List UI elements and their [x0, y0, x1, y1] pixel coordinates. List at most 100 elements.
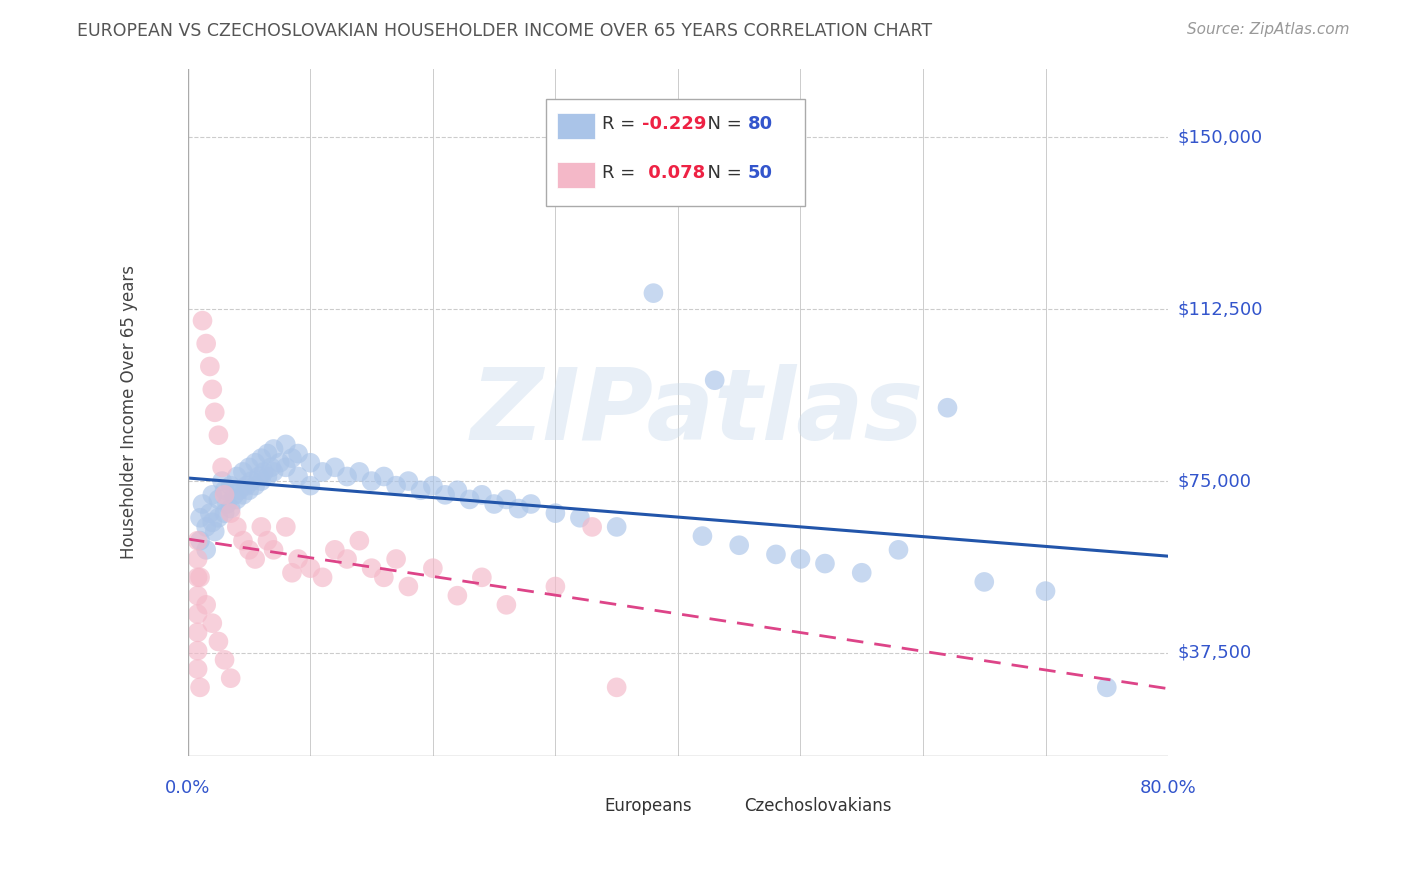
Point [201, 383, 224, 397]
Point [299, 561, 322, 575]
Text: 0.078: 0.078 [641, 164, 704, 182]
Point [422, 561, 444, 575]
Point [187, 643, 209, 657]
Point [195, 598, 218, 612]
Point [238, 542, 260, 557]
Point [219, 506, 242, 520]
Point [201, 488, 224, 502]
Point [520, 497, 543, 511]
Point [214, 483, 236, 498]
Point [187, 533, 209, 548]
Point [211, 460, 233, 475]
Point [187, 607, 209, 621]
Text: 50: 50 [748, 164, 772, 182]
Point [250, 474, 273, 488]
Text: Source: ZipAtlas.com: Source: ZipAtlas.com [1187, 22, 1350, 37]
Point [245, 456, 267, 470]
Point [606, 520, 628, 534]
Point [887, 542, 910, 557]
FancyBboxPatch shape [565, 795, 596, 821]
Point [568, 510, 591, 524]
Point [281, 566, 304, 580]
Point [224, 488, 246, 502]
Text: N =: N = [696, 164, 747, 182]
Point [458, 492, 481, 507]
Point [936, 401, 959, 415]
Point [198, 506, 221, 520]
Text: $112,500: $112,500 [1178, 301, 1264, 318]
Point [422, 478, 444, 492]
Point [188, 533, 211, 548]
Point [311, 570, 333, 584]
Point [250, 451, 273, 466]
Point [396, 580, 419, 594]
Point [250, 520, 273, 534]
Point [349, 533, 371, 548]
Point [434, 488, 457, 502]
FancyBboxPatch shape [546, 100, 806, 206]
Text: $37,500: $37,500 [1178, 644, 1253, 662]
Text: R =: R = [602, 164, 641, 182]
Point [207, 492, 229, 507]
Point [409, 483, 432, 498]
Point [281, 451, 304, 466]
Point [211, 474, 233, 488]
Point [287, 469, 309, 483]
Point [287, 446, 309, 460]
Text: 0.0%: 0.0% [165, 779, 211, 797]
Point [191, 313, 214, 327]
Point [360, 474, 382, 488]
Point [446, 589, 468, 603]
FancyBboxPatch shape [557, 162, 595, 188]
Point [299, 478, 322, 492]
Point [232, 465, 254, 479]
Point [214, 506, 236, 520]
Point [187, 552, 209, 566]
Point [287, 552, 309, 566]
Point [789, 552, 811, 566]
Point [471, 488, 494, 502]
Point [471, 570, 494, 584]
Point [195, 542, 218, 557]
Point [495, 492, 517, 507]
Point [207, 428, 229, 442]
Point [225, 492, 247, 507]
Point [207, 634, 229, 648]
Point [232, 488, 254, 502]
Point [187, 625, 209, 640]
Point [201, 616, 224, 631]
Point [728, 538, 751, 552]
Point [256, 533, 278, 548]
Point [201, 516, 224, 530]
Point [214, 653, 236, 667]
Point [191, 497, 214, 511]
Point [544, 580, 567, 594]
Point [260, 460, 283, 475]
Point [245, 478, 267, 492]
Point [385, 552, 408, 566]
Point [703, 373, 725, 387]
Point [225, 469, 247, 483]
Point [187, 570, 209, 584]
Point [228, 483, 250, 498]
Point [360, 561, 382, 575]
Point [215, 497, 238, 511]
Point [606, 681, 628, 695]
Point [253, 465, 276, 479]
Point [232, 533, 254, 548]
Point [495, 598, 517, 612]
Point [235, 478, 257, 492]
Point [446, 483, 468, 498]
FancyBboxPatch shape [706, 795, 737, 821]
Point [247, 469, 270, 483]
Point [207, 510, 229, 524]
Point [198, 359, 221, 374]
Point [765, 548, 787, 562]
Point [643, 286, 665, 301]
Point [219, 478, 242, 492]
Text: R =: R = [602, 114, 641, 133]
Point [238, 483, 260, 498]
Point [263, 465, 285, 479]
Point [219, 671, 242, 685]
Point [508, 501, 530, 516]
